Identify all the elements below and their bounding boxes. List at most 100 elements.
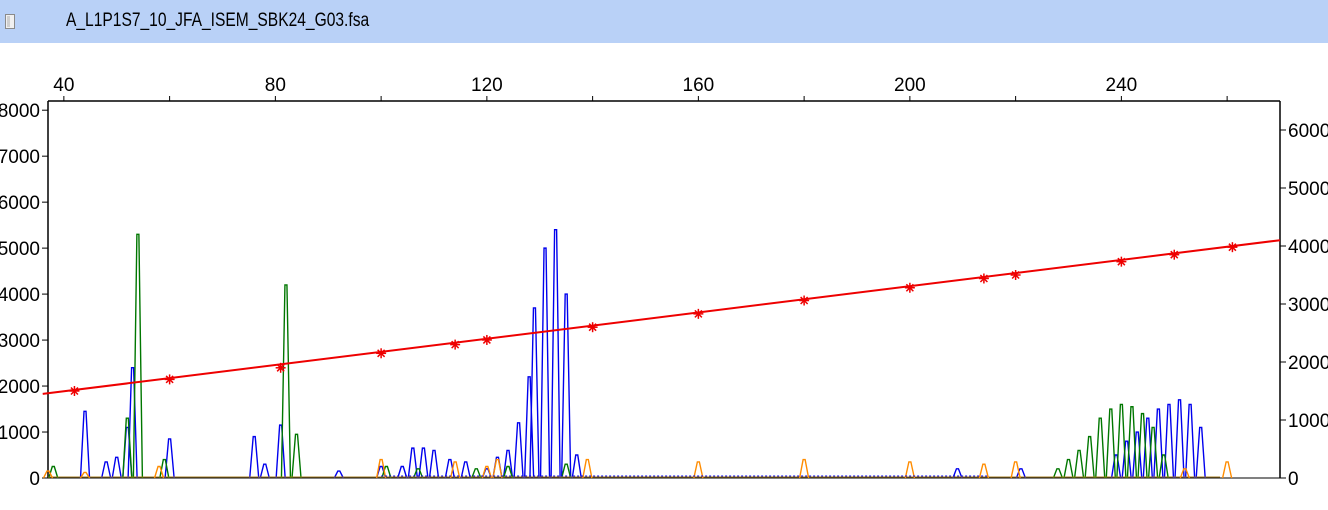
green-peak: [1095, 417, 1106, 479]
green-peak: [1116, 403, 1127, 479]
green-peak: [412, 468, 424, 479]
sizing-marker: [275, 362, 286, 373]
orange-peak: [904, 461, 916, 479]
y-left-tick-label: 2000: [0, 377, 40, 398]
sizing-line: [42, 239, 1281, 395]
green-peak: [1105, 408, 1116, 479]
sizing-marker: [481, 334, 492, 345]
sizing-marker-d2: [905, 283, 914, 292]
y-left-tick-label: 6000: [0, 193, 40, 214]
blue-peak: [523, 376, 535, 479]
green-peak: [122, 417, 133, 479]
orange-peak: [798, 458, 810, 479]
y-left-tick-label: 7000: [0, 147, 40, 168]
sizing-marker-d2: [377, 349, 386, 358]
y-right-tick-label: 5000: [1288, 179, 1328, 200]
sizing-marker-d2: [800, 296, 809, 305]
electropherogram-chart: 40 80 120 160 200 240 0 1000 2000 3000 4000 5000 600…: [0, 75, 1328, 490]
sizing-marker: [1010, 270, 1021, 280]
sizing-marker: [978, 273, 989, 284]
y-right-tick-label: 4000: [1288, 237, 1328, 258]
sizing-marker-d2: [276, 363, 285, 372]
green-peak: [1137, 412, 1148, 479]
x-tick-label: 240: [1106, 75, 1138, 96]
orange-peak: [978, 463, 990, 479]
blue-peak: [249, 435, 260, 479]
sizing-marker-d2: [694, 309, 703, 318]
blue-peak: [164, 438, 175, 479]
sizing-marker-d2: [451, 340, 460, 349]
green-peak: [132, 233, 144, 479]
chart-traces: [42, 229, 1233, 479]
blue-peak: [513, 422, 524, 479]
sizing-marker: [587, 322, 598, 333]
blue-peak: [111, 456, 122, 479]
blue-peak: [100, 461, 112, 479]
y-left-tick-label: 4000: [0, 285, 40, 306]
green-peak: [48, 465, 59, 479]
green-peak: [159, 458, 170, 479]
blue-peak: [1132, 431, 1143, 479]
sizing-marker: [164, 374, 175, 385]
green-trace: [48, 233, 1220, 479]
document-icon: [5, 14, 15, 29]
blue-peak: [460, 461, 471, 479]
sizing-marker: [693, 308, 704, 319]
green-peak: [1073, 449, 1085, 479]
blue-peak: [539, 247, 551, 479]
green-peak: [1052, 468, 1064, 479]
orange-peak: [492, 458, 503, 479]
y-left-tick-label: 5000: [0, 239, 40, 260]
green-peak: [291, 433, 302, 479]
y-left-tick-label: 3000: [0, 331, 40, 352]
y-right-tick-label: 2000: [1288, 353, 1328, 374]
sizing-marker-d2: [1170, 250, 1179, 259]
blue-peak: [529, 307, 540, 479]
blue-peak: [952, 468, 963, 479]
sizing-marker-d2: [1011, 270, 1020, 280]
y-left-tick-label: 0: [29, 469, 40, 490]
orange-peak: [79, 471, 91, 479]
y-right-tick-label: 1000: [1288, 411, 1328, 432]
window-title: A_L1P1S7_10_JFA_ISEM_SBK24_G03.fsa: [66, 10, 370, 31]
orange-trace: [42, 458, 1233, 479]
orange-peak: [449, 461, 461, 479]
blue-peak: [1184, 403, 1196, 479]
blue-peak: [333, 470, 344, 479]
green-peak: [1126, 406, 1138, 479]
blue-peak: [1110, 454, 1122, 479]
blue-trace: [48, 229, 1220, 479]
orange-peak: [582, 458, 593, 479]
orange-peak: [481, 465, 493, 479]
sizing-marker-d2: [1228, 243, 1237, 252]
green-peak: [1158, 454, 1169, 479]
sizing-marker-d2: [588, 323, 597, 332]
x-tick-label: 40: [53, 75, 74, 96]
sizing-marker: [1169, 249, 1180, 260]
y-right-tick-label: 0: [1288, 469, 1299, 490]
blue-peak: [1015, 468, 1027, 479]
blue-peak: [79, 410, 91, 479]
sizing-marker: [904, 282, 915, 293]
y-left-tick-label: 1000: [0, 423, 40, 444]
sizing-curve: [42, 239, 1281, 396]
blue-peak: [571, 454, 582, 479]
sizing-marker: [450, 339, 461, 350]
blue-peak: [1195, 426, 1206, 479]
sizing-marker-d2: [1117, 257, 1126, 266]
x-tick-label: 120: [471, 75, 503, 96]
sizing-marker: [69, 386, 80, 396]
sizing-marker: [1116, 256, 1127, 267]
orange-peak: [1010, 461, 1021, 479]
y-right-tick-label: 3000: [1288, 295, 1328, 316]
blue-peak: [275, 424, 286, 479]
sizing-marker-d2: [979, 274, 988, 283]
green-peak: [280, 284, 292, 479]
blue-peak: [550, 229, 561, 479]
sizing-marker-d2: [70, 386, 79, 396]
orange-peak: [42, 470, 54, 479]
x-tick-label: 200: [894, 75, 926, 96]
sizing-marker: [799, 295, 810, 306]
green-peak: [561, 463, 572, 479]
blue-peak: [1163, 403, 1175, 479]
